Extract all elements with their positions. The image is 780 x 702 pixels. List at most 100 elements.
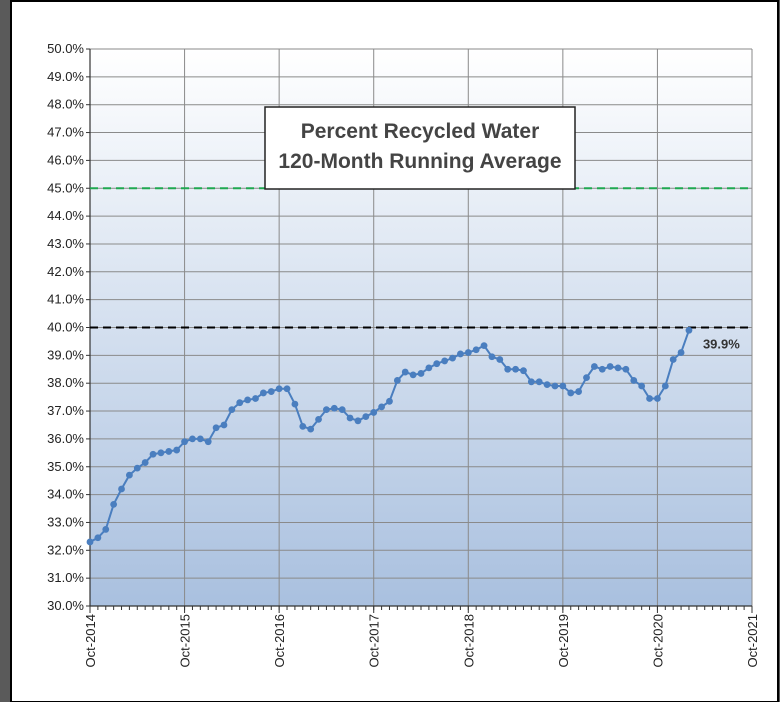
marks <box>86 187 752 546</box>
data-point <box>149 450 157 458</box>
data-point <box>598 365 606 373</box>
data-point <box>189 435 196 443</box>
y-tick-label: 41.0% <box>47 292 84 307</box>
data-point <box>425 364 433 372</box>
y-tick-label: 47.0% <box>47 125 84 140</box>
data-point <box>512 365 519 373</box>
data-point <box>496 356 504 363</box>
y-tick-label: 32.0% <box>47 542 84 557</box>
data-point <box>606 363 614 370</box>
data-point <box>141 459 149 466</box>
data-point <box>370 409 378 416</box>
data-point <box>449 354 456 362</box>
data-point <box>196 435 204 443</box>
data-point <box>551 382 559 390</box>
chart-title: Percent Recycled Water <box>301 120 540 143</box>
data-point <box>173 446 181 454</box>
y-tick-label: 31.0% <box>47 570 84 585</box>
data-point <box>236 399 244 407</box>
data-point <box>480 342 488 350</box>
y-tick-label: 36.0% <box>47 431 84 446</box>
data-point <box>417 370 425 377</box>
data-point <box>630 377 638 384</box>
y-tick-label: 48.0% <box>47 97 84 112</box>
data-point <box>646 395 653 402</box>
data-point <box>86 538 94 546</box>
title-box <box>264 106 576 190</box>
y-tick-label: 34.0% <box>47 487 84 502</box>
data-point <box>275 385 283 393</box>
y-tick-label: 46.0% <box>47 152 84 167</box>
data-point <box>661 382 669 390</box>
data-point <box>575 388 583 395</box>
data-point <box>330 404 338 412</box>
data-point <box>614 364 622 372</box>
y-tick-label: 43.0% <box>47 236 84 251</box>
y-tick-label: 49.0% <box>47 69 84 84</box>
y-tick-label: 40.0% <box>47 320 84 335</box>
data-point <box>157 449 165 457</box>
data-point <box>386 397 393 405</box>
data-point <box>669 356 677 363</box>
data-point <box>622 365 630 373</box>
y-tick-label: 37.0% <box>47 403 84 418</box>
y-tick-label: 42.0% <box>47 264 84 279</box>
data-point <box>472 346 480 354</box>
data-point <box>433 360 441 368</box>
data-point <box>535 378 543 386</box>
x-tick-label: Oct-2017 <box>367 614 382 667</box>
y-tick-label: 30.0% <box>47 598 84 613</box>
data-point <box>504 365 512 373</box>
data-point <box>393 377 401 384</box>
chart-subtitle: 120-Month Running Average <box>278 150 561 173</box>
data-point <box>677 349 685 356</box>
data-point <box>457 350 464 358</box>
y-tick-label: 45.0% <box>47 180 84 195</box>
data-point <box>252 395 259 402</box>
x-tick-label: Oct-2014 <box>83 614 98 667</box>
data-point <box>118 485 125 493</box>
data-point <box>299 422 307 430</box>
data-point <box>520 367 527 375</box>
y-tick-label: 38.0% <box>47 375 84 390</box>
data-point <box>346 414 354 422</box>
y-tick-label: 33.0% <box>47 514 84 529</box>
data-point <box>362 413 370 421</box>
data-point <box>220 421 228 429</box>
data-point <box>409 371 417 379</box>
end-label: 39.9% <box>703 336 740 351</box>
data-point <box>204 438 212 446</box>
data-point <box>94 534 102 542</box>
data-point <box>590 363 598 370</box>
data-point <box>567 389 575 397</box>
x-tick-label: Oct-2019 <box>556 614 571 667</box>
data-point <box>315 416 322 423</box>
data-point <box>338 406 346 414</box>
data-point <box>244 396 252 404</box>
data-point <box>126 471 133 479</box>
y-tick-label: 50.0% <box>47 41 84 56</box>
data-point <box>307 425 315 433</box>
x-tick-label: Oct-2020 <box>650 614 665 667</box>
x-tick-label: Oct-2015 <box>178 614 193 667</box>
data-point <box>488 353 496 361</box>
data-point <box>165 448 173 455</box>
x-tick-label: Oct-2018 <box>461 614 476 667</box>
data-point <box>378 403 385 411</box>
data-point <box>543 381 551 388</box>
x-tick-label: Oct-2016 <box>272 614 287 667</box>
y-tick-label: 35.0% <box>47 459 84 474</box>
data-point <box>654 395 661 402</box>
data-point <box>464 349 472 356</box>
data-point <box>283 385 291 393</box>
x-tick-label: Oct-2021 <box>745 614 760 667</box>
y-tick-label: 44.0% <box>47 208 84 223</box>
data-point <box>212 424 220 432</box>
data-point <box>181 438 188 446</box>
data-point <box>267 388 275 395</box>
data-point <box>259 389 267 397</box>
data-point <box>583 374 590 382</box>
data-point <box>441 357 449 365</box>
data-point <box>638 382 646 390</box>
